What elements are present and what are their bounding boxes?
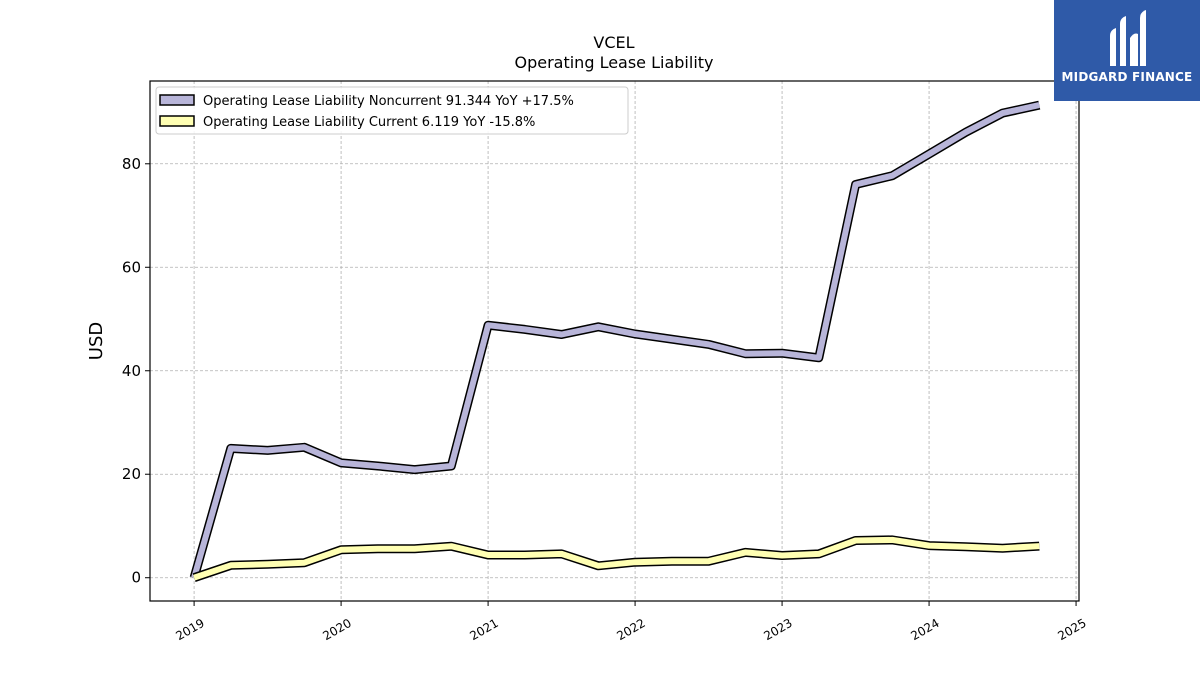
y-tick-label: 40: [122, 362, 141, 380]
brand-logo: MIDGARD FINANCE: [1054, 0, 1200, 101]
legend: Operating Lease Liability Noncurrent 91.…: [155, 86, 629, 135]
series-lines: [189, 100, 1041, 582]
x-tick-label: 2024: [908, 616, 941, 643]
series-line: [193, 536, 1040, 581]
legend-box: [155, 86, 629, 135]
x-tick-label: 2022: [614, 616, 647, 643]
y-tick-label: 60: [122, 258, 141, 276]
x-tick-label: 2020: [320, 616, 353, 643]
chart-title: VCEL: [593, 33, 634, 52]
legend-label: Operating Lease Liability Current 6.119 …: [203, 115, 535, 130]
series-line-outline: [189, 100, 1041, 579]
y-tick-label: 80: [122, 155, 141, 173]
x-tick-label: 2021: [467, 616, 500, 643]
series-line: [191, 102, 1040, 579]
x-tick-label: 2019: [173, 616, 206, 643]
y-tick-label: 20: [122, 465, 141, 483]
brand-name: MIDGARD FINANCE: [1061, 70, 1193, 84]
legend-swatch: [159, 94, 195, 106]
legend-label: Operating Lease Liability Noncurrent 91.…: [203, 94, 574, 109]
plot-frame: [149, 80, 1080, 602]
chart-subtitle: Operating Lease Liability: [514, 53, 713, 72]
y-axis-label: USD: [86, 322, 107, 360]
bar-mark-icon: [1110, 10, 1146, 66]
legend-swatch: [159, 115, 195, 127]
x-tick-label: 2025: [1055, 616, 1088, 643]
grid: [150, 81, 1079, 601]
y-tick-label: 0: [131, 569, 141, 587]
axes: 0 20 40 60 80 2019 2020 2021 2022 2023 2024 2025: [122, 155, 1089, 643]
x-tick-label: 2023: [761, 616, 794, 643]
